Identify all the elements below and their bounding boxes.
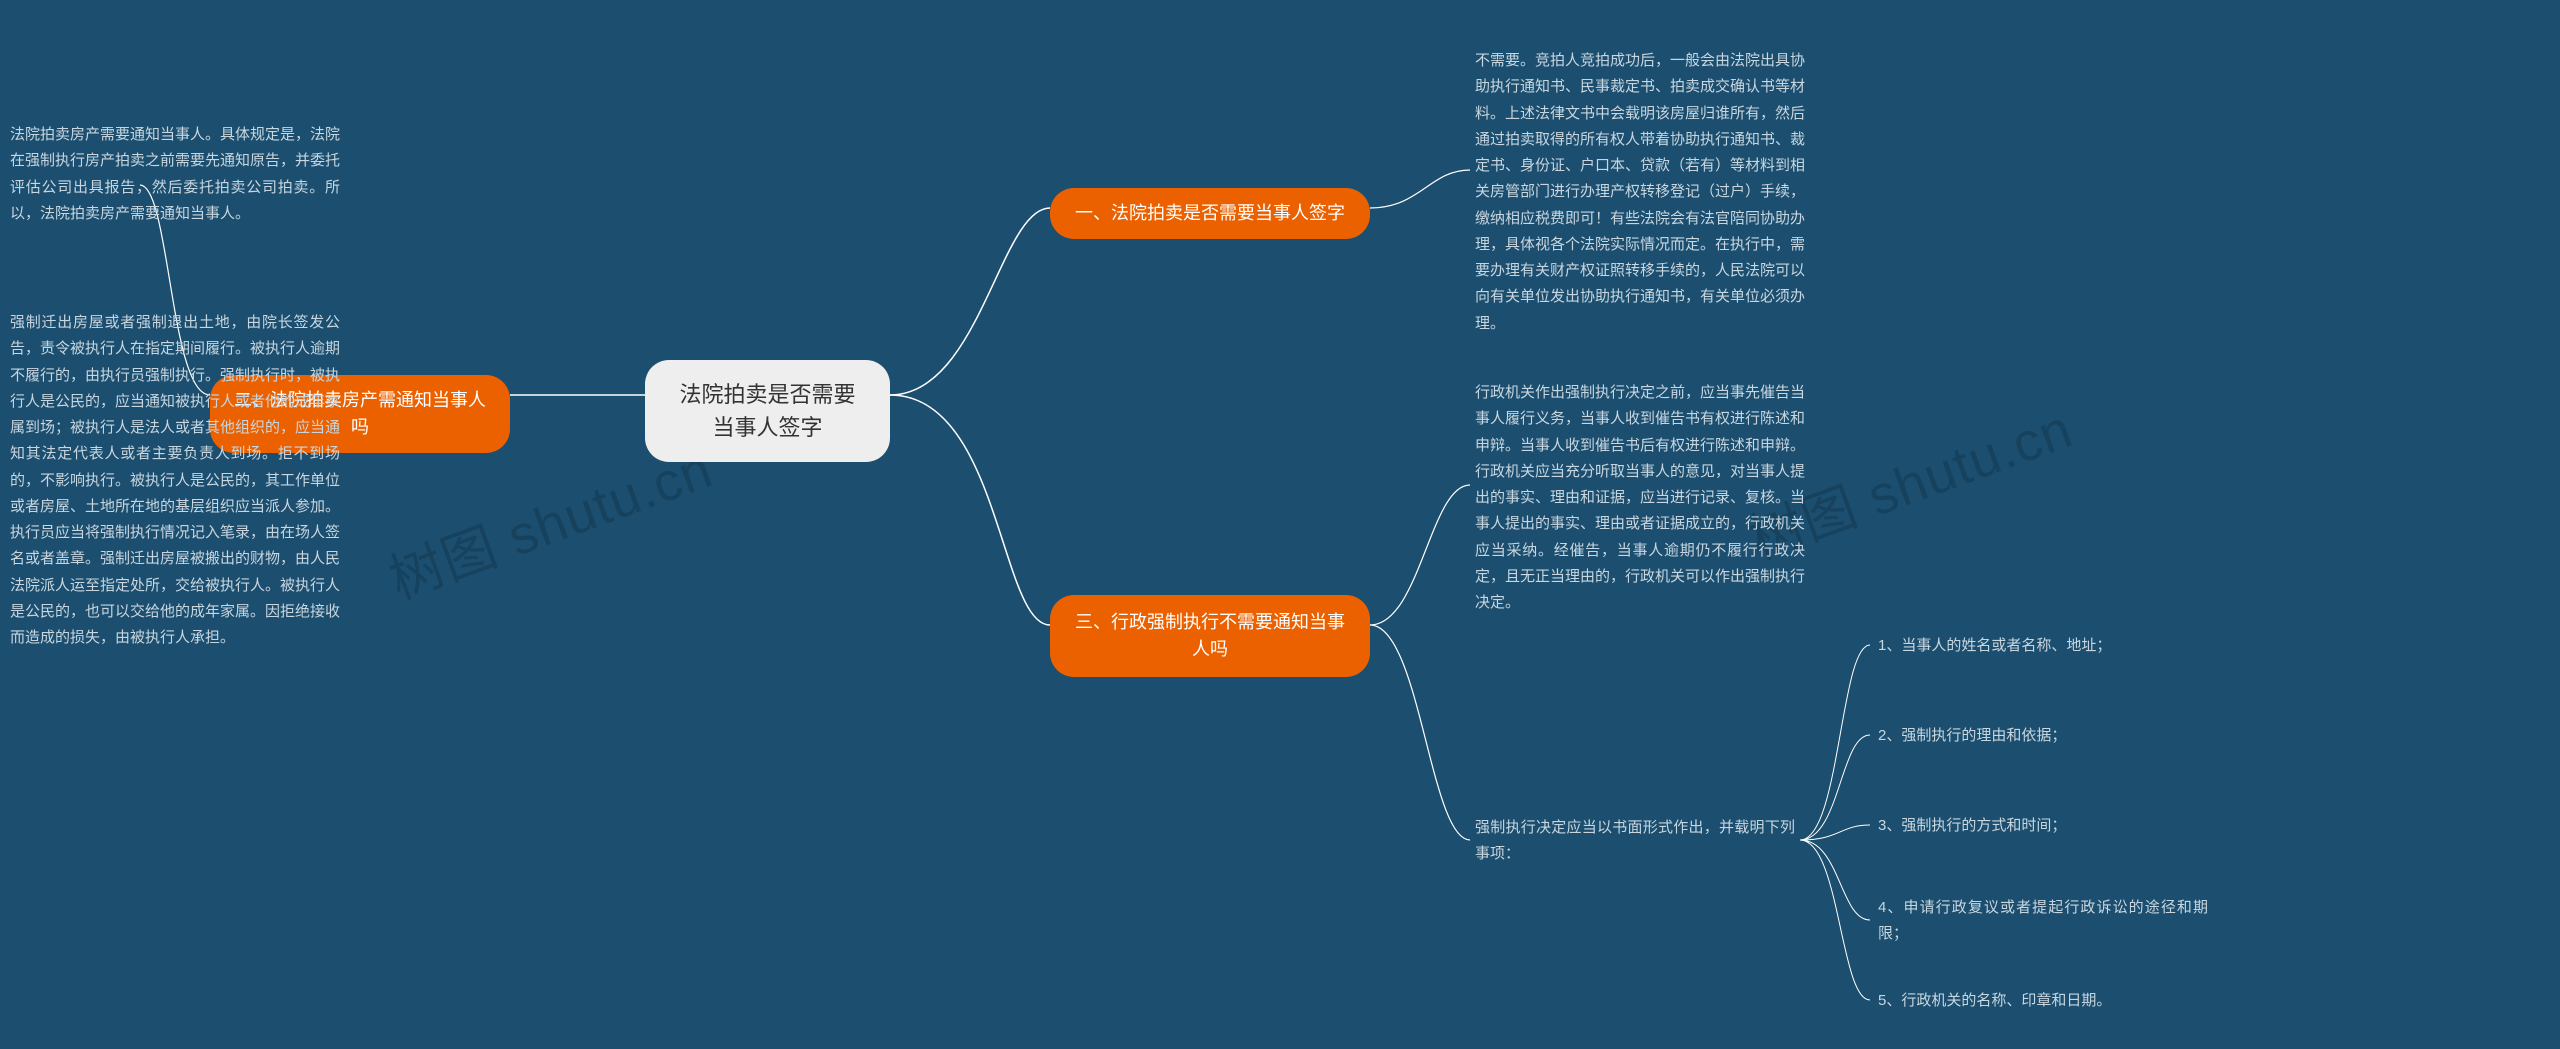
branch-2-detail-top: 法院拍卖房产需要通知当事人。具体规定是，法院在强制执行房产拍卖之前需要先通知原告… — [10, 122, 340, 227]
branch-1-detail: 不需要。竞拍人竞拍成功后，一般会由法院出具协助执行通知书、民事裁定书、拍卖成交确… — [1475, 48, 1805, 337]
sub-item-4: 4、申请行政复议或者提起行政诉讼的途径和期限； — [1878, 895, 2208, 948]
mindmap-connectors-left — [0, 0, 2560, 1049]
sub-item-3: 3、强制执行的方式和时间； — [1878, 813, 2208, 839]
sub-item-1: 1、当事人的姓名或者名称、地址； — [1878, 633, 2208, 659]
root-label: 法院拍卖是否需要当事人签字 — [673, 378, 862, 444]
branch-node-3: 三、行政强制执行不需要通知当事人吗 — [1050, 595, 1370, 677]
left-pill-connectors — [0, 0, 2560, 1049]
left-connectors-final — [0, 0, 2560, 1049]
left-fork — [0, 0, 2560, 1049]
branch-2-detail-bottom: 强制迁出房屋或者强制退出土地，由院长签发公告，责令被执行人在指定期间履行。被执行… — [10, 310, 340, 651]
branch-1-label: 一、法院拍卖是否需要当事人签字 — [1075, 200, 1345, 227]
branch-node-1: 一、法院拍卖是否需要当事人签字 — [1050, 188, 1370, 239]
branch-3-label: 三、行政强制执行不需要通知当事人吗 — [1072, 609, 1348, 663]
left-detail-connectors — [0, 0, 2560, 1049]
branch-3-detail: 行政机关作出强制执行决定之前，应当事先催告当事人履行义务，当事人收到催告书有权进… — [1475, 380, 1805, 616]
mindmap-connectors — [0, 0, 2560, 1049]
sub-item-5: 5、行政机关的名称、印章和日期。 — [1878, 988, 2208, 1014]
sub-item-2: 2、强制执行的理由和依据； — [1878, 723, 2208, 749]
mindmap-root: 法院拍卖是否需要当事人签字 — [645, 360, 890, 462]
branch-3-sub-intro: 强制执行决定应当以书面形式作出，并载明下列事项： — [1475, 815, 1795, 868]
